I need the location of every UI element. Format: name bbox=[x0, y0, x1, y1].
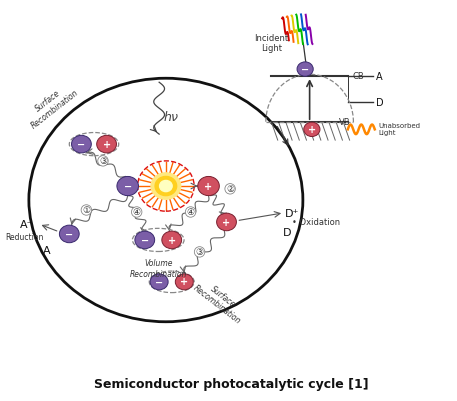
Text: ②: ② bbox=[226, 185, 234, 194]
Text: • Oxidation: • Oxidation bbox=[292, 218, 340, 227]
Text: ④: ④ bbox=[133, 208, 141, 217]
Text: +: + bbox=[180, 277, 188, 287]
Circle shape bbox=[297, 63, 313, 77]
Text: Volume
Recombination: Volume Recombination bbox=[129, 259, 187, 278]
Text: +: + bbox=[223, 217, 231, 227]
Circle shape bbox=[159, 181, 172, 192]
Text: −: − bbox=[301, 65, 309, 75]
Text: +: + bbox=[308, 125, 316, 135]
Text: A⁻: A⁻ bbox=[20, 219, 33, 229]
Text: +: + bbox=[168, 235, 176, 245]
Text: +: + bbox=[204, 181, 213, 191]
Text: $h\nu$: $h\nu$ bbox=[164, 110, 180, 124]
Circle shape bbox=[155, 177, 177, 196]
Text: ③: ③ bbox=[196, 248, 204, 257]
Text: D: D bbox=[376, 97, 384, 107]
Text: Reduction: Reduction bbox=[5, 233, 43, 242]
Text: +: + bbox=[102, 140, 111, 149]
Circle shape bbox=[151, 173, 181, 200]
Text: CB: CB bbox=[352, 72, 364, 81]
Circle shape bbox=[97, 136, 117, 154]
Circle shape bbox=[304, 123, 320, 137]
Text: Incident
Light: Incident Light bbox=[255, 34, 288, 53]
Text: D: D bbox=[283, 227, 291, 237]
Circle shape bbox=[59, 226, 79, 243]
Circle shape bbox=[135, 231, 154, 249]
Text: A: A bbox=[376, 72, 383, 82]
Text: Surface
Recombination: Surface Recombination bbox=[23, 80, 80, 130]
Text: Semiconductor photocatalytic cycle [1]: Semiconductor photocatalytic cycle [1] bbox=[94, 377, 368, 390]
Text: Unabsorbed
Light: Unabsorbed Light bbox=[378, 122, 420, 135]
Text: ③: ③ bbox=[99, 157, 107, 166]
Text: −: − bbox=[124, 181, 132, 191]
Circle shape bbox=[198, 177, 219, 196]
Circle shape bbox=[72, 136, 91, 154]
Circle shape bbox=[117, 177, 138, 196]
Text: VB: VB bbox=[339, 117, 351, 127]
Text: D⁺: D⁺ bbox=[285, 208, 299, 218]
Text: −: − bbox=[65, 229, 74, 239]
Circle shape bbox=[162, 231, 181, 249]
Text: ④: ④ bbox=[186, 208, 195, 217]
Circle shape bbox=[150, 274, 168, 290]
Circle shape bbox=[175, 274, 193, 290]
Circle shape bbox=[217, 214, 236, 231]
Text: −: − bbox=[155, 277, 163, 287]
Text: −: − bbox=[77, 140, 85, 149]
Text: A: A bbox=[43, 246, 51, 256]
Text: ①: ① bbox=[82, 206, 90, 215]
Text: Surface
Recombination: Surface Recombination bbox=[191, 275, 248, 325]
Text: −: − bbox=[141, 235, 149, 245]
